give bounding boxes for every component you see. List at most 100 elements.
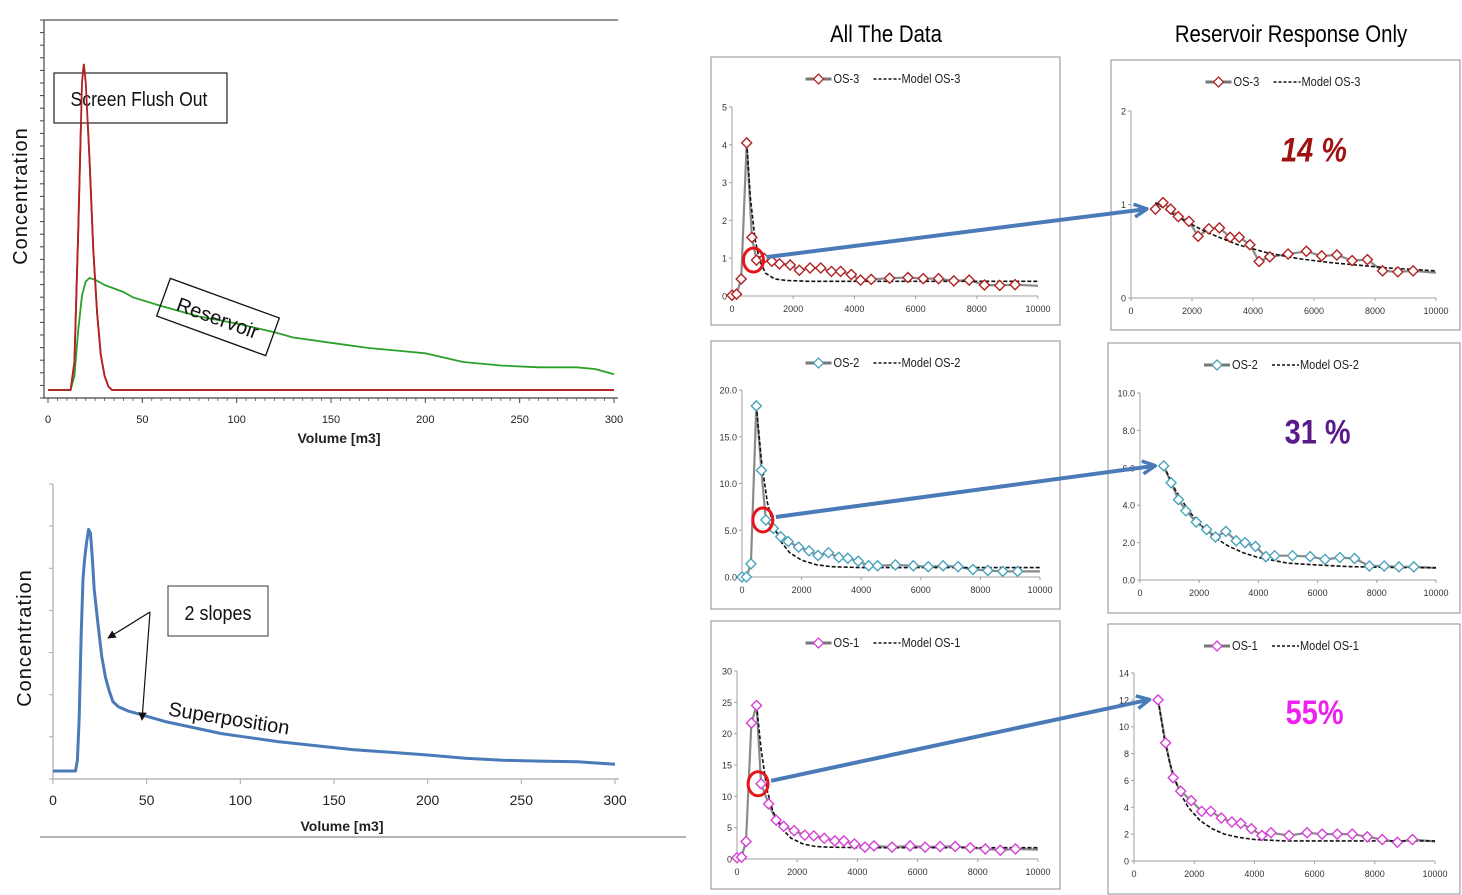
data-point-marker (1263, 250, 1276, 263)
arrow-slope-1 (107, 611, 151, 639)
data-point-marker (981, 564, 994, 577)
y-tick-label: 0 (1121, 294, 1126, 304)
data-point-marker (750, 699, 763, 712)
y-tick-label: 2 (1124, 830, 1129, 840)
data-point-marker (777, 820, 790, 833)
legend-label-model: Model OS-2 (902, 355, 961, 370)
data-point-marker (1165, 476, 1178, 489)
data-point-marker (740, 136, 753, 149)
data-point-marker (889, 558, 902, 571)
x-tick-label: 4000 (844, 304, 864, 314)
data-point-marker (740, 835, 753, 848)
y-tick-label: 20.0 (719, 386, 737, 396)
data-point-marker (871, 559, 884, 572)
series-line-superposition (53, 527, 616, 773)
data-point-marker (1407, 264, 1420, 277)
connector-arrows (766, 209, 1153, 783)
series-line-model (1157, 699, 1435, 842)
legend-label-model: Model OS-3 (902, 71, 961, 86)
data-point-marker (740, 571, 753, 583)
data-point-marker (952, 560, 965, 573)
x-tick-label: 50 (139, 792, 155, 808)
data-point-marker (1202, 222, 1215, 235)
x-tick-label: 0 (729, 304, 734, 314)
data-point-marker (812, 549, 824, 562)
y-tick-label: 15 (722, 761, 732, 771)
legend-label-measured: OS-2 (1232, 357, 1258, 372)
x-tick-label: 0 (734, 867, 739, 877)
x-tick-label: 100 (227, 414, 245, 426)
x-tick-label: 0 (739, 585, 744, 595)
annotation-box-reservoir (155, 277, 281, 357)
y-tick-label: 1 (1121, 200, 1126, 210)
data-point-marker (949, 840, 962, 853)
data-point-marker (773, 257, 786, 270)
chart-frame (1110, 59, 1461, 331)
data-point-marker (994, 844, 1007, 857)
data-point-marker (1224, 231, 1237, 244)
data-point-marker (1245, 822, 1258, 835)
x-tick-label: 0 (1137, 588, 1142, 598)
legend-diamond-icon (1211, 359, 1223, 371)
legend-diamond-icon (812, 637, 825, 649)
legend-label-model: Model OS-2 (1300, 357, 1359, 372)
x-tick-label: 6000 (1304, 306, 1324, 316)
data-point-marker (814, 262, 827, 275)
x-tick-label: 6000 (1305, 869, 1325, 879)
data-point-marker (1301, 826, 1314, 839)
data-point-marker (1361, 253, 1374, 266)
data-point-marker (934, 840, 947, 853)
data-point-marker (1376, 833, 1389, 846)
data-point-marker (937, 559, 950, 572)
data-point-marker (1179, 504, 1192, 517)
y-tick-label: 2 (722, 216, 727, 226)
y-tick-label: 5.0 (724, 526, 737, 536)
x-tick-label: 10000 (1027, 585, 1052, 595)
series-line-screen-flush-overlay (48, 64, 614, 391)
recovery-percent-label: 14 % (1281, 130, 1347, 169)
y-tick-label: 0 (722, 292, 727, 302)
y-tick-label: 12 (1119, 695, 1129, 705)
data-point-marker (996, 565, 1009, 578)
data-point-marker (744, 557, 757, 570)
x-tick-label: 300 (603, 792, 627, 808)
data-point-marker (841, 552, 854, 565)
y-tick-label: 15.0 (719, 432, 737, 442)
data-point-marker (798, 829, 811, 842)
x-tick-label: 100 (229, 792, 253, 808)
data-point-marker (1213, 221, 1226, 234)
x-tick-label: 6000 (908, 867, 928, 877)
y-tick-label: 10.0 (719, 479, 737, 489)
data-point-marker (730, 288, 743, 301)
data-point-marker (1319, 553, 1331, 566)
x-tick-label: 8000 (968, 867, 988, 877)
x-tick-label: 150 (322, 414, 340, 426)
data-point-marker (1268, 549, 1281, 562)
highlight-circle (746, 770, 770, 798)
data-point-marker (1300, 245, 1313, 258)
data-point-marker (1157, 196, 1170, 209)
data-point-marker (964, 841, 977, 854)
x-tick-label: 300 (605, 414, 623, 426)
data-point-marker (1407, 560, 1420, 573)
data-point-marker (1172, 493, 1185, 506)
data-point-marker (907, 559, 920, 572)
data-point-marker (862, 559, 875, 572)
data-point-marker (919, 841, 932, 854)
data-point-marker (818, 832, 831, 845)
data-point-marker (822, 546, 835, 559)
data-point-marker (832, 551, 845, 564)
x-tick-label: 50 (136, 414, 148, 426)
legend-label-measured: OS-1 (834, 635, 860, 650)
data-point-marker (1333, 551, 1346, 564)
data-point-marker (1391, 265, 1404, 278)
data-point-marker (834, 265, 847, 278)
legend-diamond-icon (1212, 76, 1225, 88)
data-point-marker (1243, 238, 1256, 251)
legend-label-model: Model OS-1 (1300, 638, 1359, 653)
data-point-marker (1230, 534, 1243, 547)
legend-label-measured: OS-3 (834, 71, 860, 86)
x-tick-label: 2000 (783, 304, 803, 314)
y-tick-label: 0 (1124, 857, 1129, 867)
